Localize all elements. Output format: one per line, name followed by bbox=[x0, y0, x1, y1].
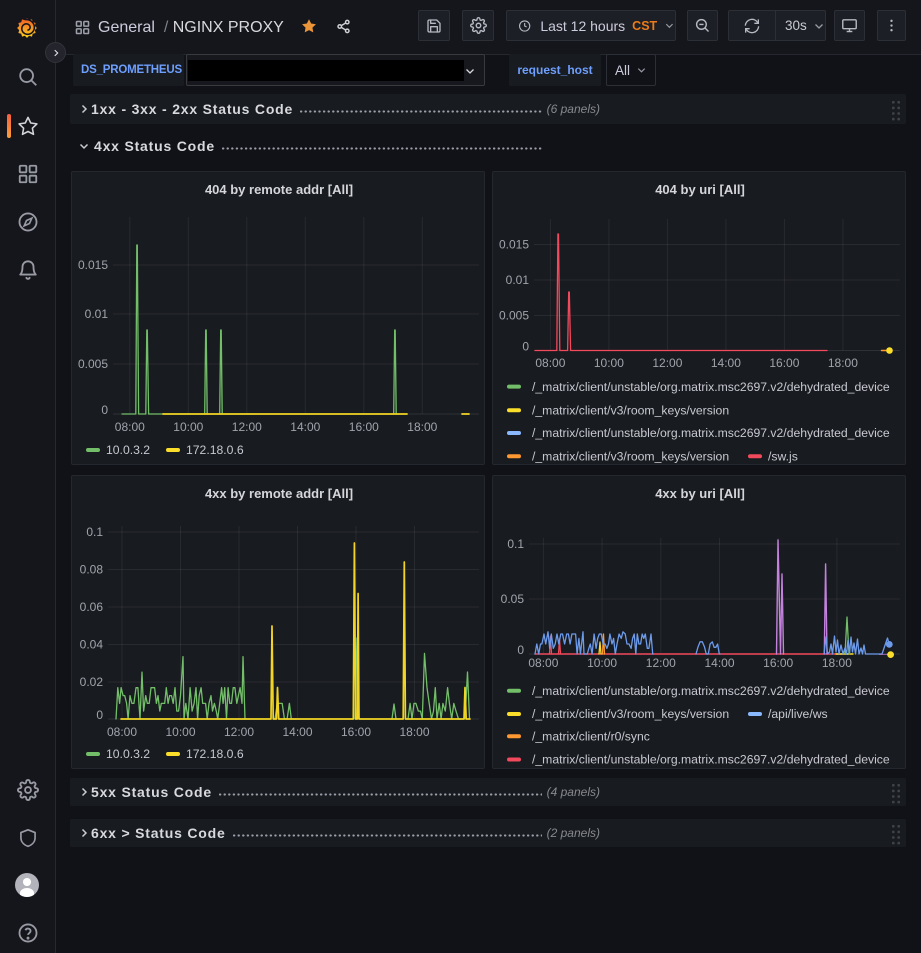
svg-text:16:00: 16:00 bbox=[341, 725, 371, 739]
svg-text:18:00: 18:00 bbox=[407, 420, 437, 434]
svg-text:14:00: 14:00 bbox=[711, 356, 741, 370]
svg-text:08:00: 08:00 bbox=[107, 725, 137, 739]
svg-text:0.01: 0.01 bbox=[85, 307, 109, 321]
svg-text:10.0.3.2: 10.0.3.2 bbox=[106, 443, 150, 457]
svg-text:10:00: 10:00 bbox=[173, 420, 203, 434]
svg-text:14:00: 14:00 bbox=[282, 725, 312, 739]
svg-text:18:00: 18:00 bbox=[399, 725, 429, 739]
svg-text:0.06: 0.06 bbox=[80, 600, 104, 614]
svg-text:08:00: 08:00 bbox=[528, 656, 558, 670]
svg-text:/_matrix/client/r0/sync: /_matrix/client/r0/sync bbox=[532, 730, 650, 744]
svg-text:10:00: 10:00 bbox=[587, 656, 617, 670]
svg-text:16:00: 16:00 bbox=[769, 356, 799, 370]
svg-text:0.005: 0.005 bbox=[78, 357, 108, 371]
svg-text:10:00: 10:00 bbox=[594, 356, 624, 370]
svg-text:/_matrix/client/v3/room_keys/v: /_matrix/client/v3/room_keys/version bbox=[532, 707, 729, 721]
svg-text:0.05: 0.05 bbox=[501, 592, 525, 606]
svg-text:/api/live/ws: /api/live/ws bbox=[768, 707, 828, 721]
svg-text:18:00: 18:00 bbox=[822, 656, 852, 670]
svg-text:0: 0 bbox=[517, 643, 524, 657]
svg-text:/_matrix/client/unstable/org.m: /_matrix/client/unstable/org.matrix.msc2… bbox=[532, 380, 890, 394]
svg-text:0.08: 0.08 bbox=[80, 563, 104, 577]
svg-text:0.1: 0.1 bbox=[507, 537, 524, 551]
svg-text:/_matrix/client/unstable/org.m: /_matrix/client/unstable/org.matrix.msc2… bbox=[532, 426, 890, 440]
svg-text:0: 0 bbox=[101, 403, 108, 417]
svg-text:10.0.3.2: 10.0.3.2 bbox=[106, 747, 150, 761]
svg-text:16:00: 16:00 bbox=[763, 656, 793, 670]
svg-text:172.18.0.6: 172.18.0.6 bbox=[186, 443, 244, 457]
svg-text:0.015: 0.015 bbox=[499, 238, 529, 252]
svg-text:404 by remote addr [All]: 404 by remote addr [All] bbox=[205, 182, 353, 197]
svg-text:172.18.0.6: 172.18.0.6 bbox=[186, 747, 244, 761]
svg-text:14:00: 14:00 bbox=[290, 420, 320, 434]
svg-text:10:00: 10:00 bbox=[165, 725, 195, 739]
svg-text:0.04: 0.04 bbox=[80, 638, 104, 652]
svg-text:/sw.js: /sw.js bbox=[768, 449, 798, 463]
svg-text:4xx by uri [All]: 4xx by uri [All] bbox=[655, 486, 745, 501]
svg-text:12:00: 12:00 bbox=[646, 656, 676, 670]
svg-text:/_matrix/client/v3/room_keys/v: /_matrix/client/v3/room_keys/version bbox=[532, 449, 729, 463]
svg-text:0.005: 0.005 bbox=[499, 309, 529, 323]
svg-text:/_matrix/client/unstable/org.m: /_matrix/client/unstable/org.matrix.msc2… bbox=[532, 753, 890, 767]
svg-text:/_matrix/client/unstable/org.m: /_matrix/client/unstable/org.matrix.msc2… bbox=[532, 684, 890, 698]
svg-text:0.015: 0.015 bbox=[78, 258, 108, 272]
svg-text:404 by uri [All]: 404 by uri [All] bbox=[655, 182, 745, 197]
svg-text:0.02: 0.02 bbox=[80, 675, 104, 689]
svg-text:08:00: 08:00 bbox=[115, 420, 145, 434]
svg-text:18:00: 18:00 bbox=[828, 356, 858, 370]
svg-text:12:00: 12:00 bbox=[232, 420, 262, 434]
svg-text:12:00: 12:00 bbox=[652, 356, 682, 370]
svg-text:14:00: 14:00 bbox=[704, 656, 734, 670]
svg-text:0.1: 0.1 bbox=[86, 525, 103, 539]
svg-text:0.01: 0.01 bbox=[506, 273, 530, 287]
svg-text:0: 0 bbox=[522, 340, 529, 354]
svg-text:4xx by remote addr [All]: 4xx by remote addr [All] bbox=[205, 486, 353, 501]
svg-text:08:00: 08:00 bbox=[535, 356, 565, 370]
svg-text:0: 0 bbox=[96, 708, 103, 722]
svg-text:12:00: 12:00 bbox=[224, 725, 254, 739]
svg-text:16:00: 16:00 bbox=[349, 420, 379, 434]
svg-text:/_matrix/client/v3/room_keys/v: /_matrix/client/v3/room_keys/version bbox=[532, 403, 729, 417]
